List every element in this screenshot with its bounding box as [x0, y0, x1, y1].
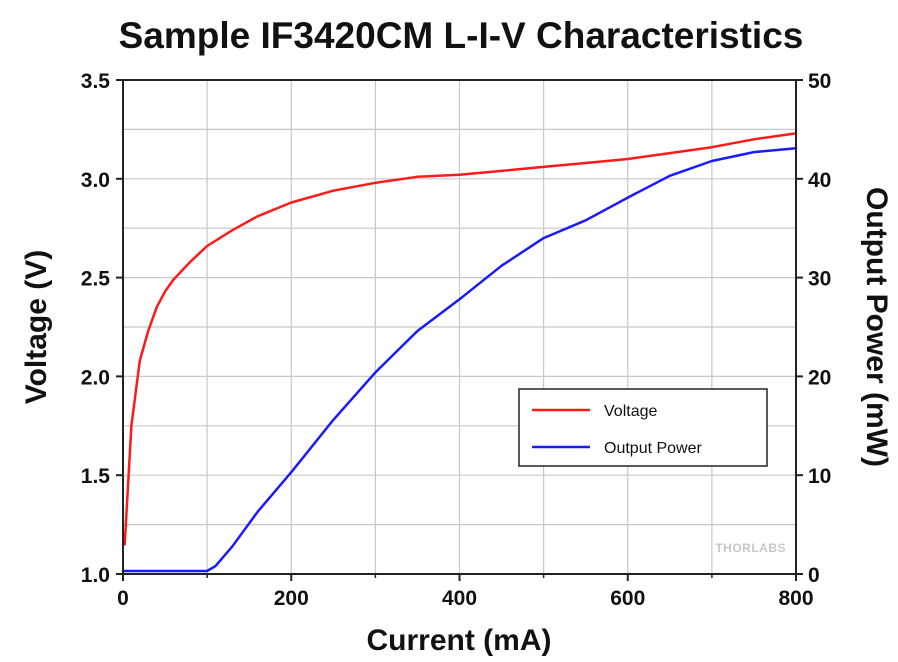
y-right-tick-label: 10	[808, 465, 831, 488]
y-right-tick-label: 50	[808, 70, 831, 93]
x-tick-label: 200	[274, 587, 309, 610]
y-right-tick-label: 30	[808, 268, 831, 291]
series-line-output-power	[121, 146, 798, 573]
y-right-tick-label: 20	[808, 366, 831, 389]
chart-title: Sample IF3420CM L-I-V Characteristics	[119, 15, 804, 56]
y-left-tick-label: 3.5	[81, 70, 111, 93]
series-layer	[121, 132, 798, 573]
x-tick-label: 800	[778, 587, 813, 610]
legend-label-output-power: Output Power	[604, 440, 703, 457]
y-axis-left-label: Voltage (V)	[20, 250, 53, 404]
y-right-tick-label: 40	[808, 169, 831, 192]
y-left-tick-label: 2.0	[81, 366, 110, 389]
ticks: 0 200 400 600 800 1.0 1.5 2.0 2.5 3.0 3.5 0 10 20 30 40…	[81, 70, 832, 610]
thorlabs-watermark: THORLABS	[715, 541, 786, 555]
y-left-tick-label: 2.5	[81, 268, 111, 291]
x-tick-label: 600	[610, 587, 645, 610]
y-left-tick-label: 1.0	[81, 564, 110, 587]
legend: Voltage Output Power	[518, 388, 768, 467]
legend-label-voltage: Voltage	[604, 403, 657, 420]
y-axis-right-label: Output Power (mW)	[860, 187, 893, 467]
y-left-tick-label: 3.0	[81, 169, 110, 192]
y-right-tick-label: 0	[808, 564, 820, 587]
grid	[123, 80, 796, 574]
x-tick-label: 400	[442, 587, 477, 610]
x-tick-label: 0	[117, 587, 129, 610]
legend-box	[518, 388, 768, 467]
x-axis-label: Current (mA)	[367, 624, 552, 657]
y-left-tick-label: 1.5	[81, 465, 111, 488]
series-line-voltage	[123, 132, 798, 546]
